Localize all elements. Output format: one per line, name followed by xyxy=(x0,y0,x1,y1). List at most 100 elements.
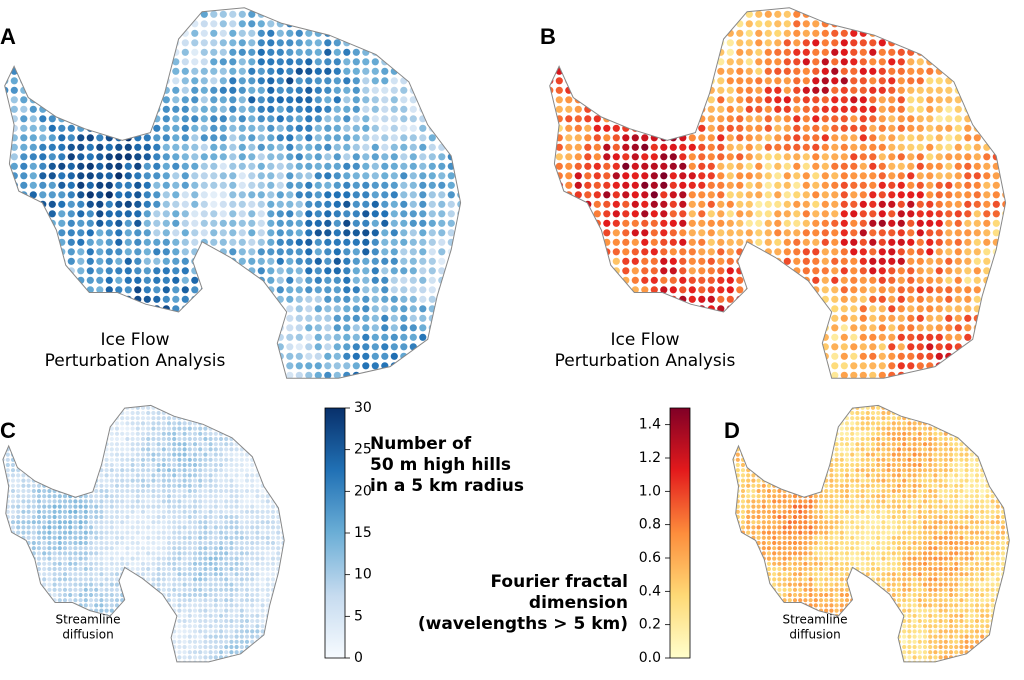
map-dot xyxy=(78,457,83,462)
map-dot xyxy=(992,324,1000,332)
map-dot xyxy=(324,181,332,189)
map-dot xyxy=(419,58,427,66)
map-dot xyxy=(688,343,696,351)
map-dot xyxy=(926,219,934,227)
map-dot xyxy=(343,115,351,123)
map-dot xyxy=(878,96,886,104)
map-dot xyxy=(831,191,839,199)
map-dot xyxy=(281,478,285,483)
map-dot xyxy=(62,483,68,488)
map-dot xyxy=(187,436,192,442)
map-dot xyxy=(162,238,170,246)
map-dot xyxy=(105,305,113,313)
map-dot xyxy=(897,96,905,104)
map-dot xyxy=(603,229,611,237)
map-dot xyxy=(156,478,161,483)
map-dot xyxy=(954,276,962,284)
map-dot xyxy=(324,20,332,28)
map-dot xyxy=(409,105,417,113)
map-dot xyxy=(409,77,417,85)
map-dot xyxy=(125,426,130,431)
map-dot xyxy=(707,314,715,322)
map-dot xyxy=(574,257,582,265)
map-dot xyxy=(286,77,294,85)
map-dot xyxy=(20,48,28,56)
map-dot xyxy=(4,115,9,123)
map-dot xyxy=(907,248,915,256)
map-dot xyxy=(650,172,658,180)
map-dot xyxy=(258,381,265,388)
map-dot xyxy=(114,447,120,452)
map-dot xyxy=(755,39,763,47)
map-dot xyxy=(774,305,782,313)
map-dot xyxy=(67,86,75,94)
map-dot xyxy=(457,286,461,294)
map-dot xyxy=(428,7,436,9)
map-dot xyxy=(77,286,85,294)
map-dot xyxy=(774,362,782,370)
map-dot xyxy=(58,229,66,237)
map-dot xyxy=(888,86,896,94)
map-dot xyxy=(62,452,68,457)
map-dot xyxy=(888,191,896,199)
map-dot xyxy=(203,410,208,416)
map-dot xyxy=(736,210,744,218)
map-dot xyxy=(964,124,972,132)
map-dot xyxy=(745,20,753,28)
map-dot xyxy=(549,276,554,284)
map-dot xyxy=(172,478,177,483)
map-dot xyxy=(286,343,294,351)
map-dot xyxy=(182,410,187,416)
map-dot xyxy=(172,442,177,447)
map-dot xyxy=(276,447,281,452)
map-dot xyxy=(793,134,801,142)
map-dot xyxy=(707,238,715,246)
map-dot xyxy=(802,86,810,94)
map-dot xyxy=(859,105,867,113)
map-dot xyxy=(67,39,75,47)
map-dot xyxy=(244,468,250,473)
map-dot xyxy=(104,410,109,416)
map-dot xyxy=(622,20,630,28)
map-dot xyxy=(166,447,172,452)
map-dot xyxy=(992,7,1000,9)
map-dot xyxy=(954,314,962,322)
map-dot xyxy=(660,305,668,313)
map-dot xyxy=(549,7,554,9)
map-dot xyxy=(352,362,360,370)
map-dot xyxy=(4,248,9,256)
map-dot xyxy=(29,39,37,47)
map-dot xyxy=(20,219,28,227)
map-dot xyxy=(124,105,132,113)
map-dot xyxy=(859,48,867,56)
map-dot xyxy=(688,7,696,9)
map-dot xyxy=(96,134,104,142)
map-dot xyxy=(631,115,639,123)
map-dot xyxy=(688,58,696,66)
map-dot xyxy=(390,314,398,322)
map-dot xyxy=(267,314,275,322)
map-dot xyxy=(208,478,213,483)
map-dot xyxy=(181,86,189,94)
map-dot xyxy=(96,286,104,294)
map-dot xyxy=(641,200,649,208)
map-dot xyxy=(29,20,37,28)
map-dot xyxy=(1002,124,1006,132)
map-dot xyxy=(726,162,734,170)
map-dot xyxy=(859,343,867,351)
map-dot xyxy=(964,39,972,47)
map-dot xyxy=(641,295,649,303)
map-dot xyxy=(362,143,370,151)
map-dot xyxy=(717,371,725,379)
map-dot xyxy=(47,421,52,426)
map-dot xyxy=(203,468,208,473)
map-dot xyxy=(669,172,677,180)
map-dot xyxy=(964,200,972,208)
map-dot xyxy=(57,478,62,483)
map-dot xyxy=(447,295,455,303)
map-dot xyxy=(888,58,896,66)
map-dot xyxy=(192,405,198,410)
map-dot xyxy=(650,286,658,294)
map-dot xyxy=(105,39,113,47)
map-dot xyxy=(146,462,151,468)
